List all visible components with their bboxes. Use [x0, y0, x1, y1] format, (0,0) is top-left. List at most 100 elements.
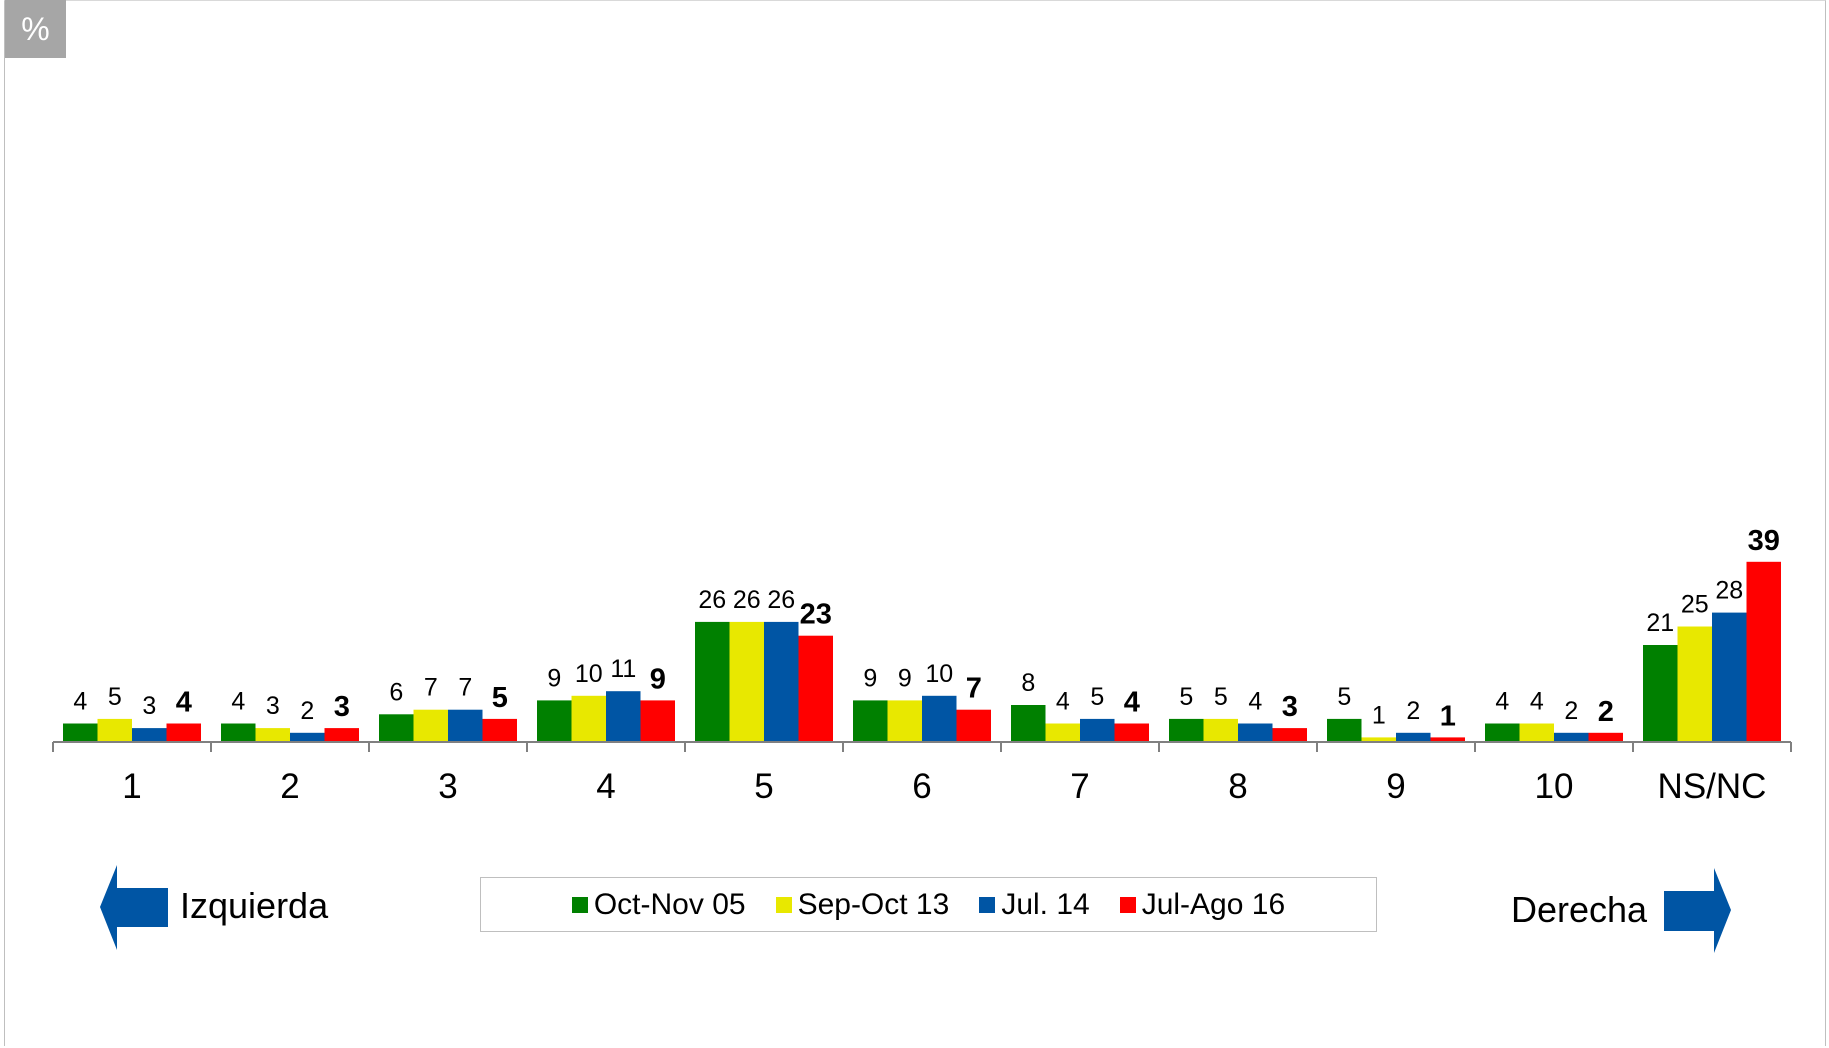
data-label: 5: [1337, 683, 1351, 711]
bar-jul-ago-16-4: [640, 700, 675, 742]
data-label: 7: [424, 674, 438, 702]
legend-label: Jul. 14: [1001, 887, 1090, 921]
x-tick-label: 2: [280, 767, 299, 806]
data-label: 6: [389, 678, 403, 706]
data-label: 5: [1179, 683, 1193, 711]
x-tick-label: NS/NC: [1658, 767, 1767, 806]
bar-jul-14-4: [606, 691, 641, 742]
data-label: 7: [458, 674, 472, 702]
data-label: 4: [1124, 687, 1140, 719]
bar-jul-ago-16-5: [798, 635, 833, 742]
bar-oct-nov-05-10: [1485, 723, 1520, 742]
legend-label: Oct-Nov 05: [593, 887, 746, 921]
data-label: 21: [1646, 609, 1674, 637]
legend-item: Jul-Ago 16: [1119, 888, 1285, 922]
bars-group: [63, 561, 1781, 742]
data-label: 25: [1681, 591, 1709, 619]
x-axis: 1 2 3 4 5 6 7 8 9 10 NS/NC: [52, 741, 1792, 806]
x-tick-label: 5: [754, 767, 773, 806]
data-label: 3: [334, 691, 350, 723]
legend-item: Oct-Nov 05: [571, 887, 746, 922]
x-tick-label: 4: [596, 767, 615, 806]
data-label: 5: [108, 683, 122, 711]
bar-jul-14-9: [1396, 732, 1431, 742]
bar-jul-ago-16-2: [324, 728, 359, 742]
bar-jul-14-6: [922, 695, 957, 742]
data-label: 9: [898, 664, 912, 692]
data-label: 5: [1090, 683, 1104, 711]
bar-oct-nov-05-6: [853, 700, 888, 742]
data-label: 4: [1056, 688, 1070, 716]
bar-jul-14-10: [1554, 732, 1589, 742]
legend-item: Jul. 14: [979, 887, 1090, 922]
bar-jul-14-ns-nc: [1712, 612, 1747, 742]
data-label: 4: [1495, 688, 1509, 716]
direction-arrows: [100, 865, 1731, 953]
legend-swatch: [1119, 896, 1136, 913]
data-label: 11: [610, 655, 636, 683]
data-label: 39: [1748, 525, 1780, 557]
bar-oct-nov-05-5: [695, 621, 730, 742]
bar-sep-oct-13-2: [255, 728, 290, 742]
bar-jul-ago-16-8: [1272, 728, 1307, 742]
bar-sep-oct-13-6: [887, 700, 922, 742]
x-tick-label: 7: [1070, 767, 1089, 806]
data-label: 3: [1282, 691, 1298, 723]
data-label: 26: [733, 586, 761, 614]
data-label: 2: [1406, 697, 1420, 725]
data-label: 26: [767, 586, 795, 614]
data-label: 4: [1248, 688, 1262, 716]
data-label: 26: [698, 586, 726, 614]
bar-jul-ago-16-6: [956, 709, 991, 742]
data-label: 5: [1214, 683, 1228, 711]
data-label: 3: [266, 692, 280, 720]
bar-jul-ago-16-3: [482, 718, 517, 742]
bar-jul-14-2: [290, 732, 325, 742]
right-arrow-icon: [1664, 868, 1731, 953]
data-label: 28: [1715, 577, 1743, 605]
bar-jul-14-5: [764, 621, 799, 742]
bar-jul-ago-16-ns-nc: [1746, 561, 1781, 742]
bar-jul-14-3: [448, 709, 483, 742]
bar-sep-oct-13-7: [1045, 723, 1080, 742]
bar-sep-oct-13-1: [97, 718, 132, 742]
x-tick-label: 8: [1228, 767, 1247, 806]
bar-sep-oct-13-9: [1361, 737, 1396, 742]
bar-sep-oct-13-10: [1519, 723, 1554, 742]
legend: Oct-Nov 05 Sep-Oct 13 Jul. 14 Jul-Ago 16: [480, 877, 1377, 932]
left-direction-label: Izquierda: [180, 885, 329, 926]
bar-jul-14-8: [1238, 723, 1273, 742]
bar-sep-oct-13-4: [571, 695, 606, 742]
bar-jul-14-7: [1080, 718, 1115, 742]
data-label: 4: [1530, 688, 1544, 716]
bar-oct-nov-05-3: [379, 714, 414, 742]
data-label: 1: [1372, 701, 1386, 729]
legend-swatch: [979, 896, 996, 913]
chart-frame: [4, 0, 1826, 1046]
right-direction-label: Derecha: [1511, 889, 1648, 930]
data-label: 3: [142, 692, 156, 720]
bar-oct-nov-05-ns-nc: [1643, 645, 1678, 742]
data-label: 7: [966, 673, 982, 705]
bar-jul-ago-16-10: [1588, 732, 1623, 742]
bar-sep-oct-13-3: [413, 709, 448, 742]
legend-swatch: [775, 896, 792, 913]
data-label: 5: [492, 682, 508, 714]
percent-badge: %: [5, 0, 66, 58]
bar-sep-oct-13-8: [1203, 718, 1238, 742]
data-label: 2: [300, 697, 314, 725]
bar-oct-nov-05-8: [1169, 718, 1204, 742]
data-label: 4: [73, 688, 87, 716]
data-label: 10: [575, 660, 603, 688]
left-arrow-icon: [100, 865, 168, 950]
data-label: 8: [1021, 669, 1035, 697]
legend-item: Sep-Oct 13: [775, 888, 949, 922]
data-label: 2: [1598, 696, 1614, 728]
data-label: 9: [863, 664, 877, 692]
bar-sep-oct-13-5: [729, 621, 764, 742]
bar-sep-oct-13-ns-nc: [1677, 626, 1712, 742]
bar-jul-ago-16-9: [1430, 737, 1465, 742]
data-label: 1: [1440, 700, 1456, 732]
